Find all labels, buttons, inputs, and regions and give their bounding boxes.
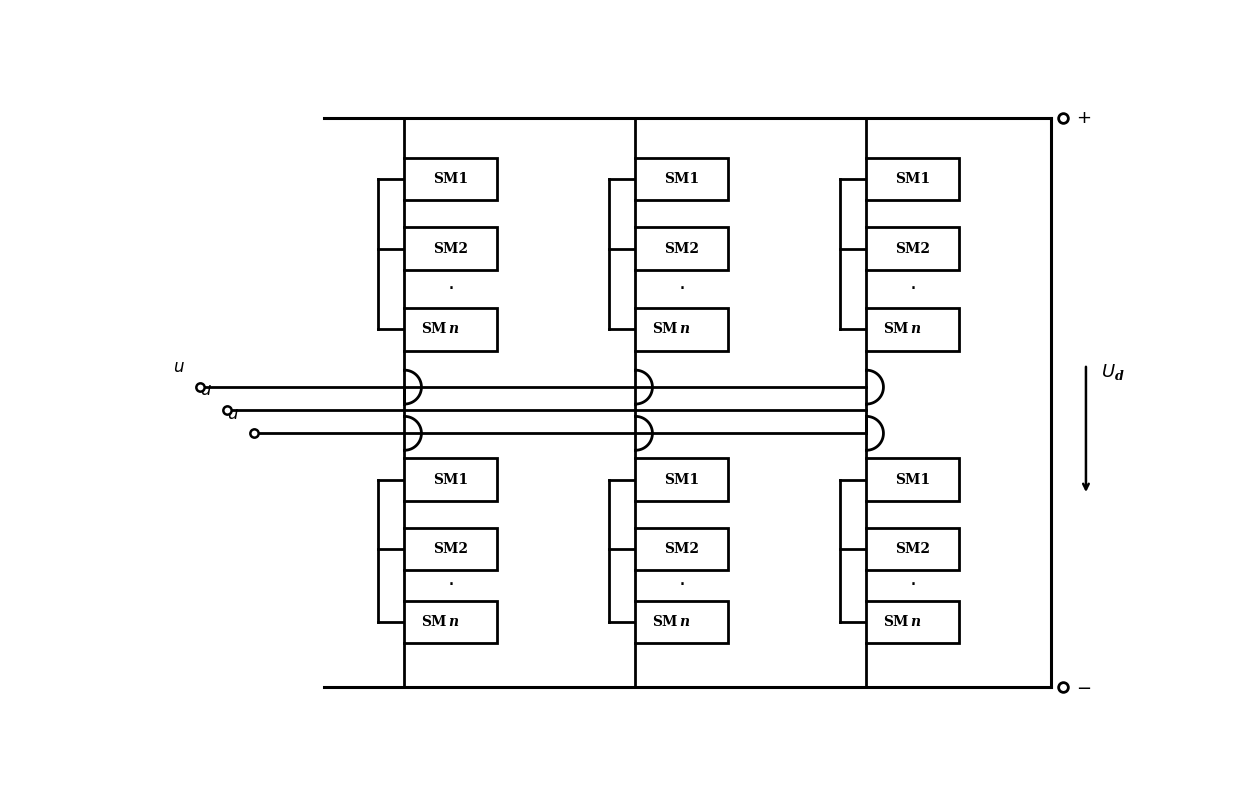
Text: $U_{\mathregular{d}}$: $U_{\mathregular{d}}$ bbox=[1101, 362, 1125, 382]
Bar bbox=[404, 458, 497, 501]
Text: $+$: $+$ bbox=[1076, 109, 1091, 126]
Bar bbox=[404, 227, 497, 270]
Bar bbox=[867, 601, 959, 643]
Text: ·: · bbox=[678, 576, 686, 596]
Text: $u$: $u$ bbox=[200, 383, 212, 399]
Bar bbox=[867, 528, 959, 570]
Text: SM2: SM2 bbox=[895, 542, 930, 556]
Text: n: n bbox=[680, 615, 689, 629]
Text: SM: SM bbox=[883, 322, 909, 337]
Bar bbox=[635, 601, 728, 643]
Text: SM2: SM2 bbox=[895, 241, 930, 256]
Bar bbox=[404, 601, 497, 643]
Bar bbox=[867, 158, 959, 200]
Text: n: n bbox=[910, 322, 920, 337]
Text: SM1: SM1 bbox=[433, 172, 469, 187]
Text: n: n bbox=[449, 615, 459, 629]
Text: SM1: SM1 bbox=[665, 172, 699, 187]
Bar bbox=[404, 528, 497, 570]
Text: $u$: $u$ bbox=[227, 406, 238, 422]
Text: SM: SM bbox=[422, 615, 446, 629]
Text: ·: · bbox=[448, 279, 454, 299]
Bar bbox=[635, 528, 728, 570]
Text: ·: · bbox=[448, 576, 454, 596]
Text: n: n bbox=[449, 322, 459, 337]
Text: $u$: $u$ bbox=[174, 360, 185, 376]
Text: SM2: SM2 bbox=[433, 542, 469, 556]
Bar bbox=[404, 308, 497, 350]
Text: SM2: SM2 bbox=[665, 241, 699, 256]
Text: SM1: SM1 bbox=[895, 172, 930, 187]
Text: SM2: SM2 bbox=[433, 241, 469, 256]
Text: ·: · bbox=[909, 576, 916, 596]
Text: ·: · bbox=[678, 279, 686, 299]
Bar bbox=[635, 458, 728, 501]
Text: SM1: SM1 bbox=[433, 472, 469, 487]
Bar bbox=[635, 308, 728, 350]
Text: SM1: SM1 bbox=[665, 472, 699, 487]
Bar bbox=[404, 158, 497, 200]
Bar bbox=[635, 227, 728, 270]
Bar bbox=[635, 158, 728, 200]
Text: SM1: SM1 bbox=[895, 472, 930, 487]
Text: SM: SM bbox=[422, 322, 446, 337]
Bar bbox=[867, 227, 959, 270]
Bar bbox=[867, 308, 959, 350]
Text: n: n bbox=[910, 615, 920, 629]
Text: $-$: $-$ bbox=[1076, 678, 1091, 696]
Text: SM: SM bbox=[883, 615, 909, 629]
Text: ·: · bbox=[909, 279, 916, 299]
Text: SM2: SM2 bbox=[665, 542, 699, 556]
Text: n: n bbox=[680, 322, 689, 337]
Bar bbox=[867, 458, 959, 501]
Text: SM: SM bbox=[652, 615, 678, 629]
Text: SM: SM bbox=[652, 322, 678, 337]
